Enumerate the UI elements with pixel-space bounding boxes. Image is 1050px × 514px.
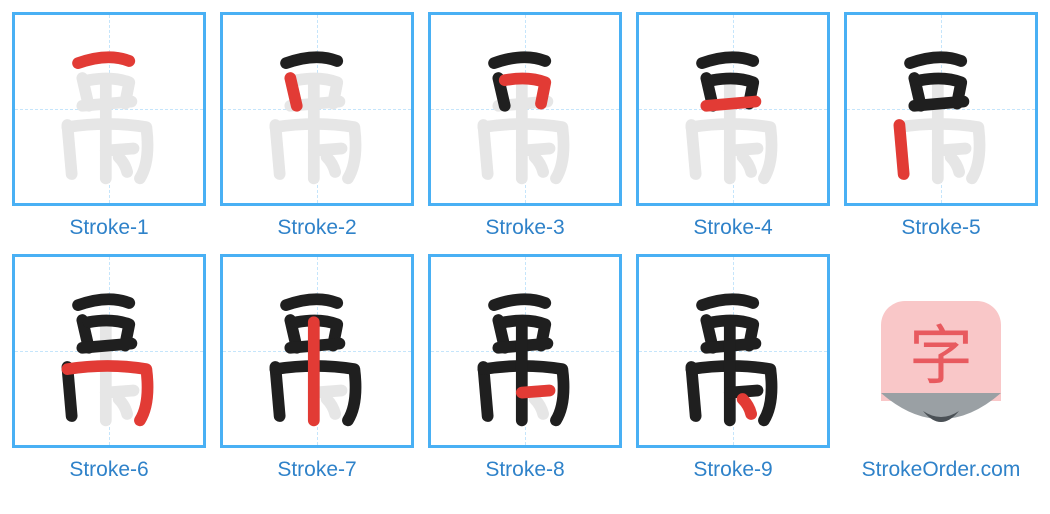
stroke-tile <box>636 12 830 206</box>
stroke-label: Stroke-6 <box>69 458 148 482</box>
stroke-tile <box>428 254 622 448</box>
stroke-tile <box>636 254 830 448</box>
stroke-tile <box>220 254 414 448</box>
stroke-tile <box>428 12 622 206</box>
stroke-label: Stroke-5 <box>901 216 980 240</box>
stroke-label: Stroke-4 <box>693 216 772 240</box>
stroke-cell: Stroke-1 <box>12 12 206 240</box>
stroke-cell: Stroke-9 <box>636 254 830 482</box>
stroke-tile <box>12 12 206 206</box>
stroke-cell: Stroke-5 <box>844 12 1038 240</box>
stroke-label: Stroke-7 <box>277 458 356 482</box>
stroke-cell: Stroke-6 <box>12 254 206 482</box>
stroke-order-grid: Stroke-1 Stroke-2 Stroke-3 Stroke-4 Stroke-5… <box>12 12 1038 482</box>
stroke-cell: Stroke-7 <box>220 254 414 482</box>
brand-cell: 字 StrokeOrder.com <box>844 254 1038 482</box>
stroke-cell: Stroke-3 <box>428 12 622 240</box>
stroke-label: Stroke-9 <box>693 458 772 482</box>
brand-logo-char: 字 <box>881 301 1001 401</box>
stroke-label: Stroke-8 <box>485 458 564 482</box>
stroke-tile <box>12 254 206 448</box>
stroke-label: Stroke-2 <box>277 216 356 240</box>
stroke-cell: Stroke-8 <box>428 254 622 482</box>
stroke-cell: Stroke-2 <box>220 12 414 240</box>
brand-logo: 字 <box>844 254 1038 448</box>
stroke-cell: Stroke-4 <box>636 12 830 240</box>
stroke-label: Stroke-1 <box>69 216 148 240</box>
stroke-tile <box>844 12 1038 206</box>
brand-footer-text: StrokeOrder.com <box>862 458 1021 482</box>
stroke-label: Stroke-3 <box>485 216 564 240</box>
stroke-tile <box>220 12 414 206</box>
